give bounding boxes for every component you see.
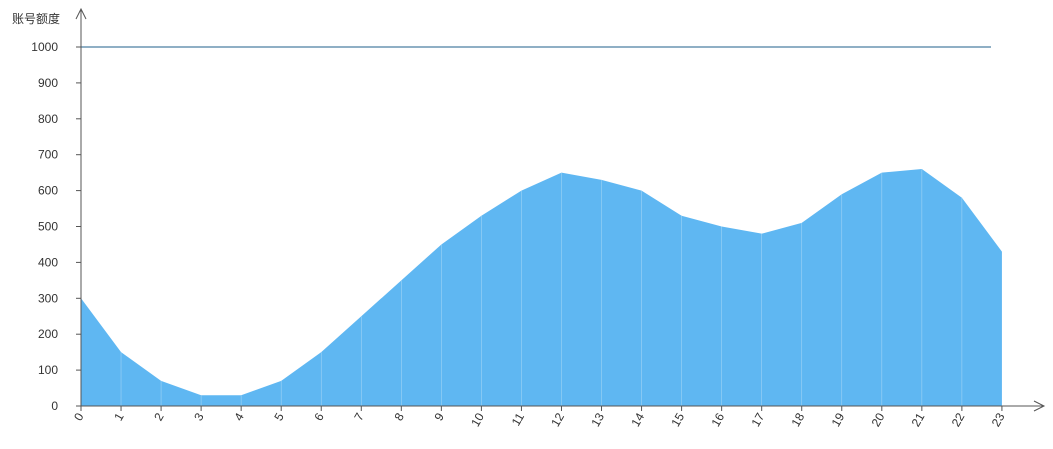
- y-tick-label: 200: [38, 327, 58, 341]
- area-layer: [80, 169, 1002, 406]
- y-ticks: 0 100 200 300 400 500 600 700 800 900 1000: [31, 40, 81, 413]
- x-tick-label: 20: [869, 410, 888, 429]
- x-tick-label: 18: [789, 410, 808, 429]
- x-tick-label: 19: [829, 410, 848, 429]
- y-axis-arrow-icon: [75, 7, 87, 20]
- x-ticks: 0 1 2 3 4 5 6 7 8 9 10 11 12 13 14 15 16 17 18 19 20 21 22 23: [71, 406, 1008, 429]
- x-tick-label: 21: [909, 410, 928, 429]
- x-tick-label: 17: [748, 410, 767, 429]
- y-tick-label: 600: [38, 184, 58, 198]
- x-tick-label: 8: [391, 410, 407, 423]
- x-axis-arrow-icon: [1033, 400, 1046, 412]
- x-tick-label: 16: [708, 410, 727, 429]
- y-tick-label: 900: [38, 76, 58, 90]
- x-tick-label: 7: [351, 410, 367, 423]
- x-tick-label: 10: [468, 410, 487, 429]
- x-tick-label: 2: [151, 410, 167, 423]
- y-tick-label: 100: [38, 363, 58, 377]
- x-tick-label: 1: [111, 410, 127, 423]
- x-tick-label: 9: [431, 410, 447, 423]
- y-axis-title: 账号额度: [12, 11, 60, 26]
- x-tick-label: 6: [311, 410, 327, 423]
- y-tick-label: 400: [38, 255, 58, 269]
- x-tick-label: 11: [509, 410, 528, 428]
- y-tick-label: 300: [38, 291, 58, 305]
- y-tick-label: 500: [38, 220, 58, 234]
- x-tick-label: 5: [271, 410, 287, 423]
- x-tick-label: 15: [668, 410, 687, 429]
- x-tick-label: 12: [548, 410, 567, 429]
- x-tick-label: 22: [949, 410, 968, 429]
- x-tick-label: 14: [628, 410, 647, 429]
- x-tick-label: 23: [989, 410, 1008, 429]
- y-tick-label: 700: [38, 148, 58, 162]
- x-tick-label: 3: [191, 410, 207, 423]
- y-tick-label: 0: [51, 399, 58, 413]
- x-tick-label: 13: [588, 410, 607, 429]
- area-series-fill: [81, 169, 1002, 406]
- x-tick-label: 0: [71, 410, 87, 423]
- y-tick-label: 1000: [31, 40, 58, 54]
- y-tick-label: 800: [38, 112, 58, 126]
- x-tick-label: 4: [231, 410, 247, 423]
